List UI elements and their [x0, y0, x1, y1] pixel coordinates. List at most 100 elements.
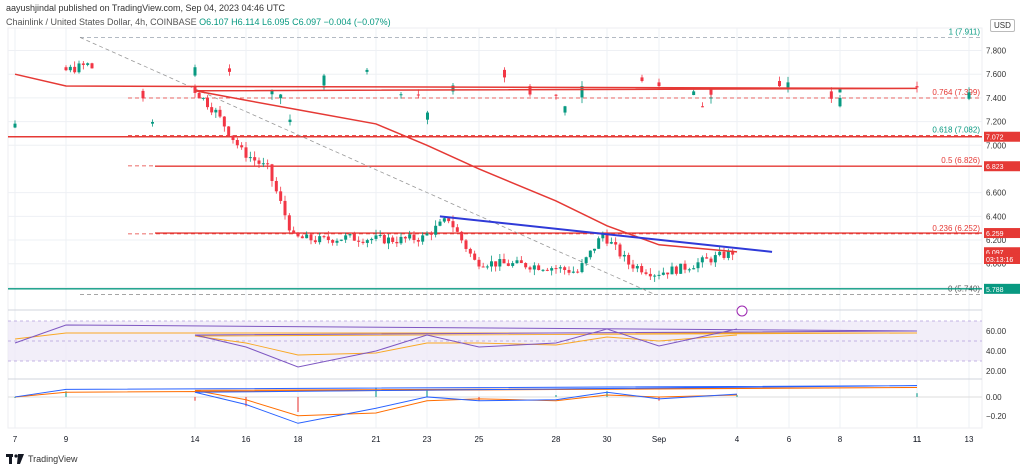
candle-body	[429, 233, 433, 235]
candle-body	[352, 234, 356, 241]
candle-body	[447, 218, 451, 222]
candle-body	[279, 191, 283, 201]
candle-body	[210, 107, 214, 113]
candle-body	[778, 80, 781, 87]
macd-histogram-bar	[736, 395, 738, 397]
candle-body	[490, 261, 493, 267]
candle-body	[387, 237, 390, 244]
price-tag-label: 5.788	[986, 287, 1004, 294]
candle-body	[365, 69, 369, 72]
ohlc-close: C6.097	[292, 17, 322, 27]
candle-body	[473, 253, 477, 260]
moving-average-line	[14, 73, 918, 253]
x-tick-label: 11	[913, 435, 922, 444]
candle-body	[653, 275, 657, 277]
candle-body	[692, 268, 696, 270]
candle-body	[408, 234, 412, 239]
candle-body	[618, 244, 622, 257]
candle-body	[541, 269, 545, 271]
candle-body	[571, 271, 575, 273]
y-tick-label: 6.000	[986, 260, 1007, 269]
candle-body	[524, 262, 528, 268]
candle-body	[322, 236, 326, 238]
y-tick-label: 7.400	[986, 94, 1007, 103]
candle-body	[339, 239, 343, 241]
candle-body	[193, 67, 197, 76]
price-tag	[984, 161, 1020, 172]
candle-body	[374, 235, 378, 239]
candle-body	[305, 234, 309, 239]
macd-histogram-bar	[14, 396, 16, 398]
candle-body	[81, 63, 85, 65]
candle-body	[588, 250, 592, 258]
candle-body	[442, 218, 446, 222]
x-tick-label: 28	[552, 435, 561, 444]
ohlc-open: O6.107	[199, 17, 229, 27]
candle-body	[296, 233, 300, 237]
candle-body	[494, 261, 498, 267]
candle-body	[502, 259, 506, 264]
candle-body	[506, 263, 510, 266]
macd-histogram-bar	[375, 387, 377, 397]
candle-body	[593, 248, 596, 251]
candle-body	[477, 259, 481, 267]
y-tick-label: 7.000	[986, 141, 1007, 150]
candle-body	[365, 240, 369, 243]
x-tick-label: 25	[475, 435, 484, 444]
candle-body	[464, 240, 468, 249]
candle-body	[519, 260, 523, 263]
candle-body	[283, 200, 287, 216]
macd-histogram-bar	[297, 396, 299, 412]
x-tick-label: 9	[64, 435, 69, 444]
candle-body	[425, 233, 429, 236]
candle-body	[481, 266, 485, 268]
price-tag-label: 6.823	[986, 164, 1004, 171]
candle-body	[335, 240, 339, 243]
candle-body	[421, 235, 425, 242]
x-tick-label: 4	[735, 435, 740, 444]
x-tick-label: 11	[913, 435, 922, 444]
candle-body	[515, 260, 519, 264]
candle-body	[201, 97, 205, 99]
footer-brand[interactable]: TradingView	[6, 454, 78, 464]
candle-body	[726, 250, 730, 258]
candle-body	[214, 109, 218, 113]
candle-body	[193, 86, 197, 93]
candle-body	[679, 263, 683, 274]
candle-body	[313, 240, 317, 243]
candle-body	[528, 267, 532, 270]
price-tag-label: 7.072	[986, 135, 1004, 142]
price-tag	[984, 228, 1020, 239]
x-tick-label: 16	[242, 435, 251, 444]
candle-body	[838, 97, 842, 107]
candle-body	[399, 236, 403, 244]
candle-body	[640, 77, 644, 81]
candle-body	[309, 234, 313, 241]
price-tag-label: 6.097	[986, 250, 1004, 257]
candle-body	[141, 90, 145, 99]
candle-body	[563, 106, 567, 113]
candle-body	[455, 227, 459, 232]
candle-body	[666, 272, 670, 275]
candle-body	[511, 263, 515, 266]
candle-body	[485, 266, 489, 268]
candle-body	[391, 237, 395, 242]
x-tick-label: 21	[372, 435, 381, 444]
candle-body	[580, 263, 584, 273]
candle-body	[622, 254, 626, 257]
candle-body	[426, 112, 429, 120]
candle-body	[532, 265, 536, 270]
candle-body	[300, 236, 304, 239]
candle-body	[266, 163, 270, 165]
rsi-tick-label: 20.00	[986, 367, 1007, 376]
candle-body	[240, 145, 244, 148]
macd-histogram-bar	[426, 389, 428, 397]
event-flash-icon[interactable]	[736, 305, 748, 317]
y-tick-label: 6.600	[986, 189, 1007, 198]
candle-body	[227, 126, 231, 136]
candle-body	[197, 92, 201, 99]
currency-button[interactable]: USD	[990, 19, 1015, 32]
fib-level-label: 0.764 (7.399)	[932, 88, 980, 97]
candle-body	[326, 236, 330, 241]
